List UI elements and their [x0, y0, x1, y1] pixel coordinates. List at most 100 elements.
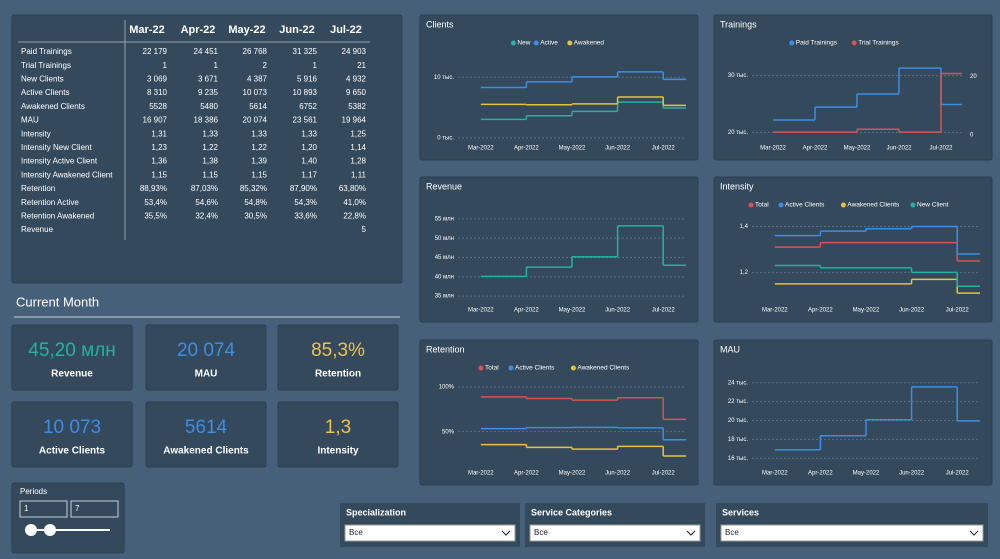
row-label: Revenue: [21, 225, 54, 234]
legend-label: Total: [755, 202, 769, 209]
y-tick-label: 30 тыс.: [728, 73, 748, 79]
row-label: Retention: [21, 184, 55, 193]
x-tick-label: Mar-2022: [760, 146, 786, 152]
row-label: MAU: [21, 116, 39, 125]
cell: 3 069: [147, 75, 168, 84]
legend-dot: [533, 40, 539, 46]
kpi-value: 20 074: [177, 340, 236, 361]
x-tick-label: May-2022: [559, 471, 586, 477]
chart-title: MAU: [720, 344, 740, 354]
cell: 8 310: [147, 88, 168, 97]
x-tick-label: Jul-2022: [946, 308, 970, 314]
y2-tick-label: 0: [970, 133, 974, 139]
cell: 54,8%: [244, 198, 267, 207]
period-from[interactable]: [19, 500, 68, 518]
kpi-value: 1,3: [325, 417, 351, 438]
x-tick-label: Mar-2022: [468, 471, 494, 477]
cell: 30,5%: [244, 212, 267, 221]
slider-handle[interactable]: [25, 524, 37, 536]
cell: 5614: [249, 102, 267, 111]
cell: 4 932: [346, 75, 367, 84]
cell: 3 671: [198, 75, 219, 84]
kpi-label: Revenue: [51, 369, 93, 380]
cell: 23 561: [293, 116, 318, 125]
cell: 4 387: [247, 75, 268, 84]
cell: 10 073: [243, 88, 268, 97]
cell: 10 893: [293, 88, 318, 97]
cell: 88,93%: [140, 184, 167, 193]
dropdown-arrow: [969, 530, 979, 536]
x-tick-label: May-2022: [559, 308, 586, 314]
column-header: Jun-22: [279, 24, 314, 36]
cell: 1,22: [251, 143, 267, 152]
column-header: Mar-22: [129, 24, 164, 36]
kpi-value: 45,20 млн: [28, 340, 115, 361]
cell: 1,33: [251, 129, 267, 138]
kpi-card: [11, 401, 133, 468]
chart-panel: [713, 176, 993, 323]
table-panel: [11, 14, 403, 284]
cell: 1,15: [202, 170, 218, 179]
kpi-label: Intensity: [317, 446, 359, 457]
legend-label: Active: [540, 40, 558, 47]
x-tick-label: Apr-2022: [808, 471, 833, 477]
cell: 5: [362, 225, 367, 234]
y-tick-label: 1,4: [740, 224, 749, 230]
x-tick-label: May-2022: [559, 146, 586, 152]
x-tick-label: Jun-2022: [899, 308, 925, 314]
chart-title: Retention: [426, 344, 465, 354]
y-tick-label: 20 тыс.: [728, 130, 748, 136]
cell: 1,28: [350, 157, 366, 166]
cell: 41,0%: [343, 198, 366, 207]
slider-handle[interactable]: [44, 524, 56, 536]
legend-dot: [748, 202, 754, 208]
filter-dropdown[interactable]: [529, 524, 701, 542]
cell: 2: [263, 61, 268, 70]
cell: 32,4%: [195, 212, 218, 221]
cell: 1,14: [350, 143, 366, 152]
x-tick-label: May-2022: [853, 471, 880, 477]
legend-dot: [567, 40, 573, 46]
chart-panel: [419, 176, 699, 323]
x-tick-label: Apr-2022: [514, 146, 539, 152]
kpi-card: [145, 401, 267, 468]
y-tick-label: 40 млн: [435, 274, 454, 280]
filter-dropdown[interactable]: [720, 524, 984, 542]
cell: 5480: [200, 102, 218, 111]
period-to[interactable]: [70, 500, 119, 518]
x-tick-label: Mar-2022: [468, 308, 494, 314]
cell: 1: [163, 61, 168, 70]
cell: 16 907: [143, 116, 168, 125]
dropdown-arrow: [686, 530, 696, 536]
legend-label: Active Clients: [515, 365, 555, 372]
x-tick-label: Mar-2022: [762, 471, 788, 477]
cell: 22 179: [143, 47, 168, 56]
y-tick-label: 18 тыс.: [728, 437, 748, 443]
cell: 87,03%: [191, 184, 218, 193]
cell: 20 074: [243, 116, 268, 125]
cell: 1,17: [301, 170, 317, 179]
cell: 31 325: [293, 47, 318, 56]
cell: 5382: [348, 102, 366, 111]
dropdown-arrow: [501, 530, 511, 536]
kpi-card: [277, 401, 399, 468]
legend-dot: [510, 40, 516, 46]
legend-dot: [851, 40, 857, 46]
cell: 1,22: [202, 143, 218, 152]
filter-value: Все: [349, 528, 363, 537]
cell: 1,25: [350, 129, 366, 138]
x-tick-label: May-2022: [853, 308, 880, 314]
cell: 1,11: [351, 170, 367, 179]
chart-panel: [419, 339, 699, 486]
row-label: New Clients: [21, 75, 64, 84]
legend-label: New: [517, 40, 530, 47]
y-tick-label: 0 тыс.: [437, 136, 454, 142]
x-tick-label: Jun-2022: [899, 471, 925, 477]
filter-dropdown[interactable]: [344, 524, 516, 542]
chart-title: Revenue: [426, 181, 462, 191]
cell: 1,33: [301, 129, 317, 138]
legend-dot: [789, 40, 795, 46]
row-label: Intensity Awakened Client: [21, 170, 113, 179]
x-tick-label: Jun-2022: [605, 471, 631, 477]
